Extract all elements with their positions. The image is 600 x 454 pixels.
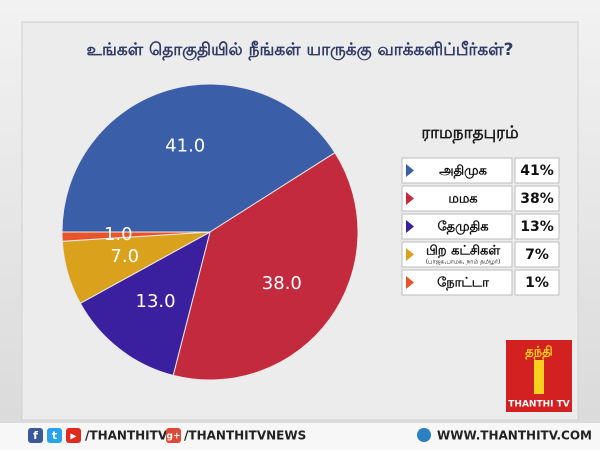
- legend-label: நோட்டா: [437, 276, 489, 291]
- legend-row: [401, 269, 513, 296]
- facebook-icon-text: f: [33, 429, 38, 442]
- legend-row: [401, 241, 513, 268]
- gplus-icon: [166, 428, 181, 443]
- legend-marker: [406, 276, 414, 289]
- slice-label: 41.0: [165, 136, 205, 157]
- slice-label: 38.0: [262, 273, 302, 294]
- logo-tower: [534, 360, 544, 394]
- logo: தந்தி THANTHI TV: [506, 340, 572, 412]
- legend-value-box: [514, 269, 560, 296]
- slice-label: 13.0: [136, 291, 176, 312]
- chart-title: உங்கள் தொகுதியில் நீங்கள் யாருக்கு வாக்க…: [87, 40, 514, 60]
- legend: அதிமுக 41% மமக 38% தேமுதிக 13% பிற கட்சிகள்(பா…: [401, 157, 560, 296]
- legend-marker: [406, 192, 414, 205]
- legend-value-box: [514, 185, 560, 212]
- legend-label: தேமுதிக: [437, 220, 489, 235]
- legend-label: அதிமுக: [439, 164, 488, 179]
- legend-value: 7%: [525, 247, 549, 263]
- pie-slice: [61, 83, 336, 233]
- legend-label: மமக: [448, 192, 478, 207]
- footer-website: WWW.THANTHITV.COM: [437, 429, 592, 443]
- slice-label: 7.0: [110, 246, 139, 267]
- logo-text: தந்தி: [525, 345, 552, 360]
- legend-row: [401, 213, 513, 240]
- youtube-icon-text: ▶: [70, 432, 77, 441]
- twitter-icon-text: t: [52, 429, 57, 442]
- pie-slice: [172, 152, 359, 381]
- legend-value: 41%: [520, 163, 554, 179]
- legend-value: 38%: [520, 191, 554, 207]
- slice-label: 1.0: [104, 224, 133, 245]
- legend-value-box: [514, 241, 560, 268]
- pie: 41.0 38.0 13.0 7.01.0: [61, 83, 359, 381]
- pie-slice: [61, 231, 211, 242]
- legend-value: 1%: [525, 275, 549, 291]
- legend-title: ராமநாதபுரம்: [421, 123, 519, 143]
- legend-row: [401, 185, 513, 212]
- legend-marker: [406, 220, 414, 233]
- legend-note: (பாஜக,பாமக, நாம் தமிழர்): [426, 259, 501, 266]
- web-icon: [417, 428, 431, 442]
- pie-slice: [79, 231, 211, 376]
- facebook-icon: [28, 428, 43, 443]
- legend-marker: [406, 248, 414, 261]
- footer: f t ▶ /THANTHITV g+ /THANTHITVNEWS WWW.T…: [0, 423, 600, 450]
- legend-label: பிற கட்சிகள்: [426, 244, 500, 259]
- legend-marker: [406, 164, 414, 177]
- legend-value: 13%: [520, 219, 554, 235]
- youtube-icon: [66, 428, 81, 443]
- legend-value-box: [514, 213, 560, 240]
- footer-handle: /THANTHITVNEWS: [184, 429, 306, 443]
- logo-text: THANTHI TV: [508, 400, 569, 410]
- twitter-icon: [47, 428, 62, 443]
- footer-bar: [0, 423, 600, 450]
- legend-value-box: [514, 157, 560, 184]
- footer-handle: /THANTHITV: [85, 429, 168, 443]
- legend-row: [401, 157, 513, 184]
- gplus-icon-text: g+: [167, 432, 181, 442]
